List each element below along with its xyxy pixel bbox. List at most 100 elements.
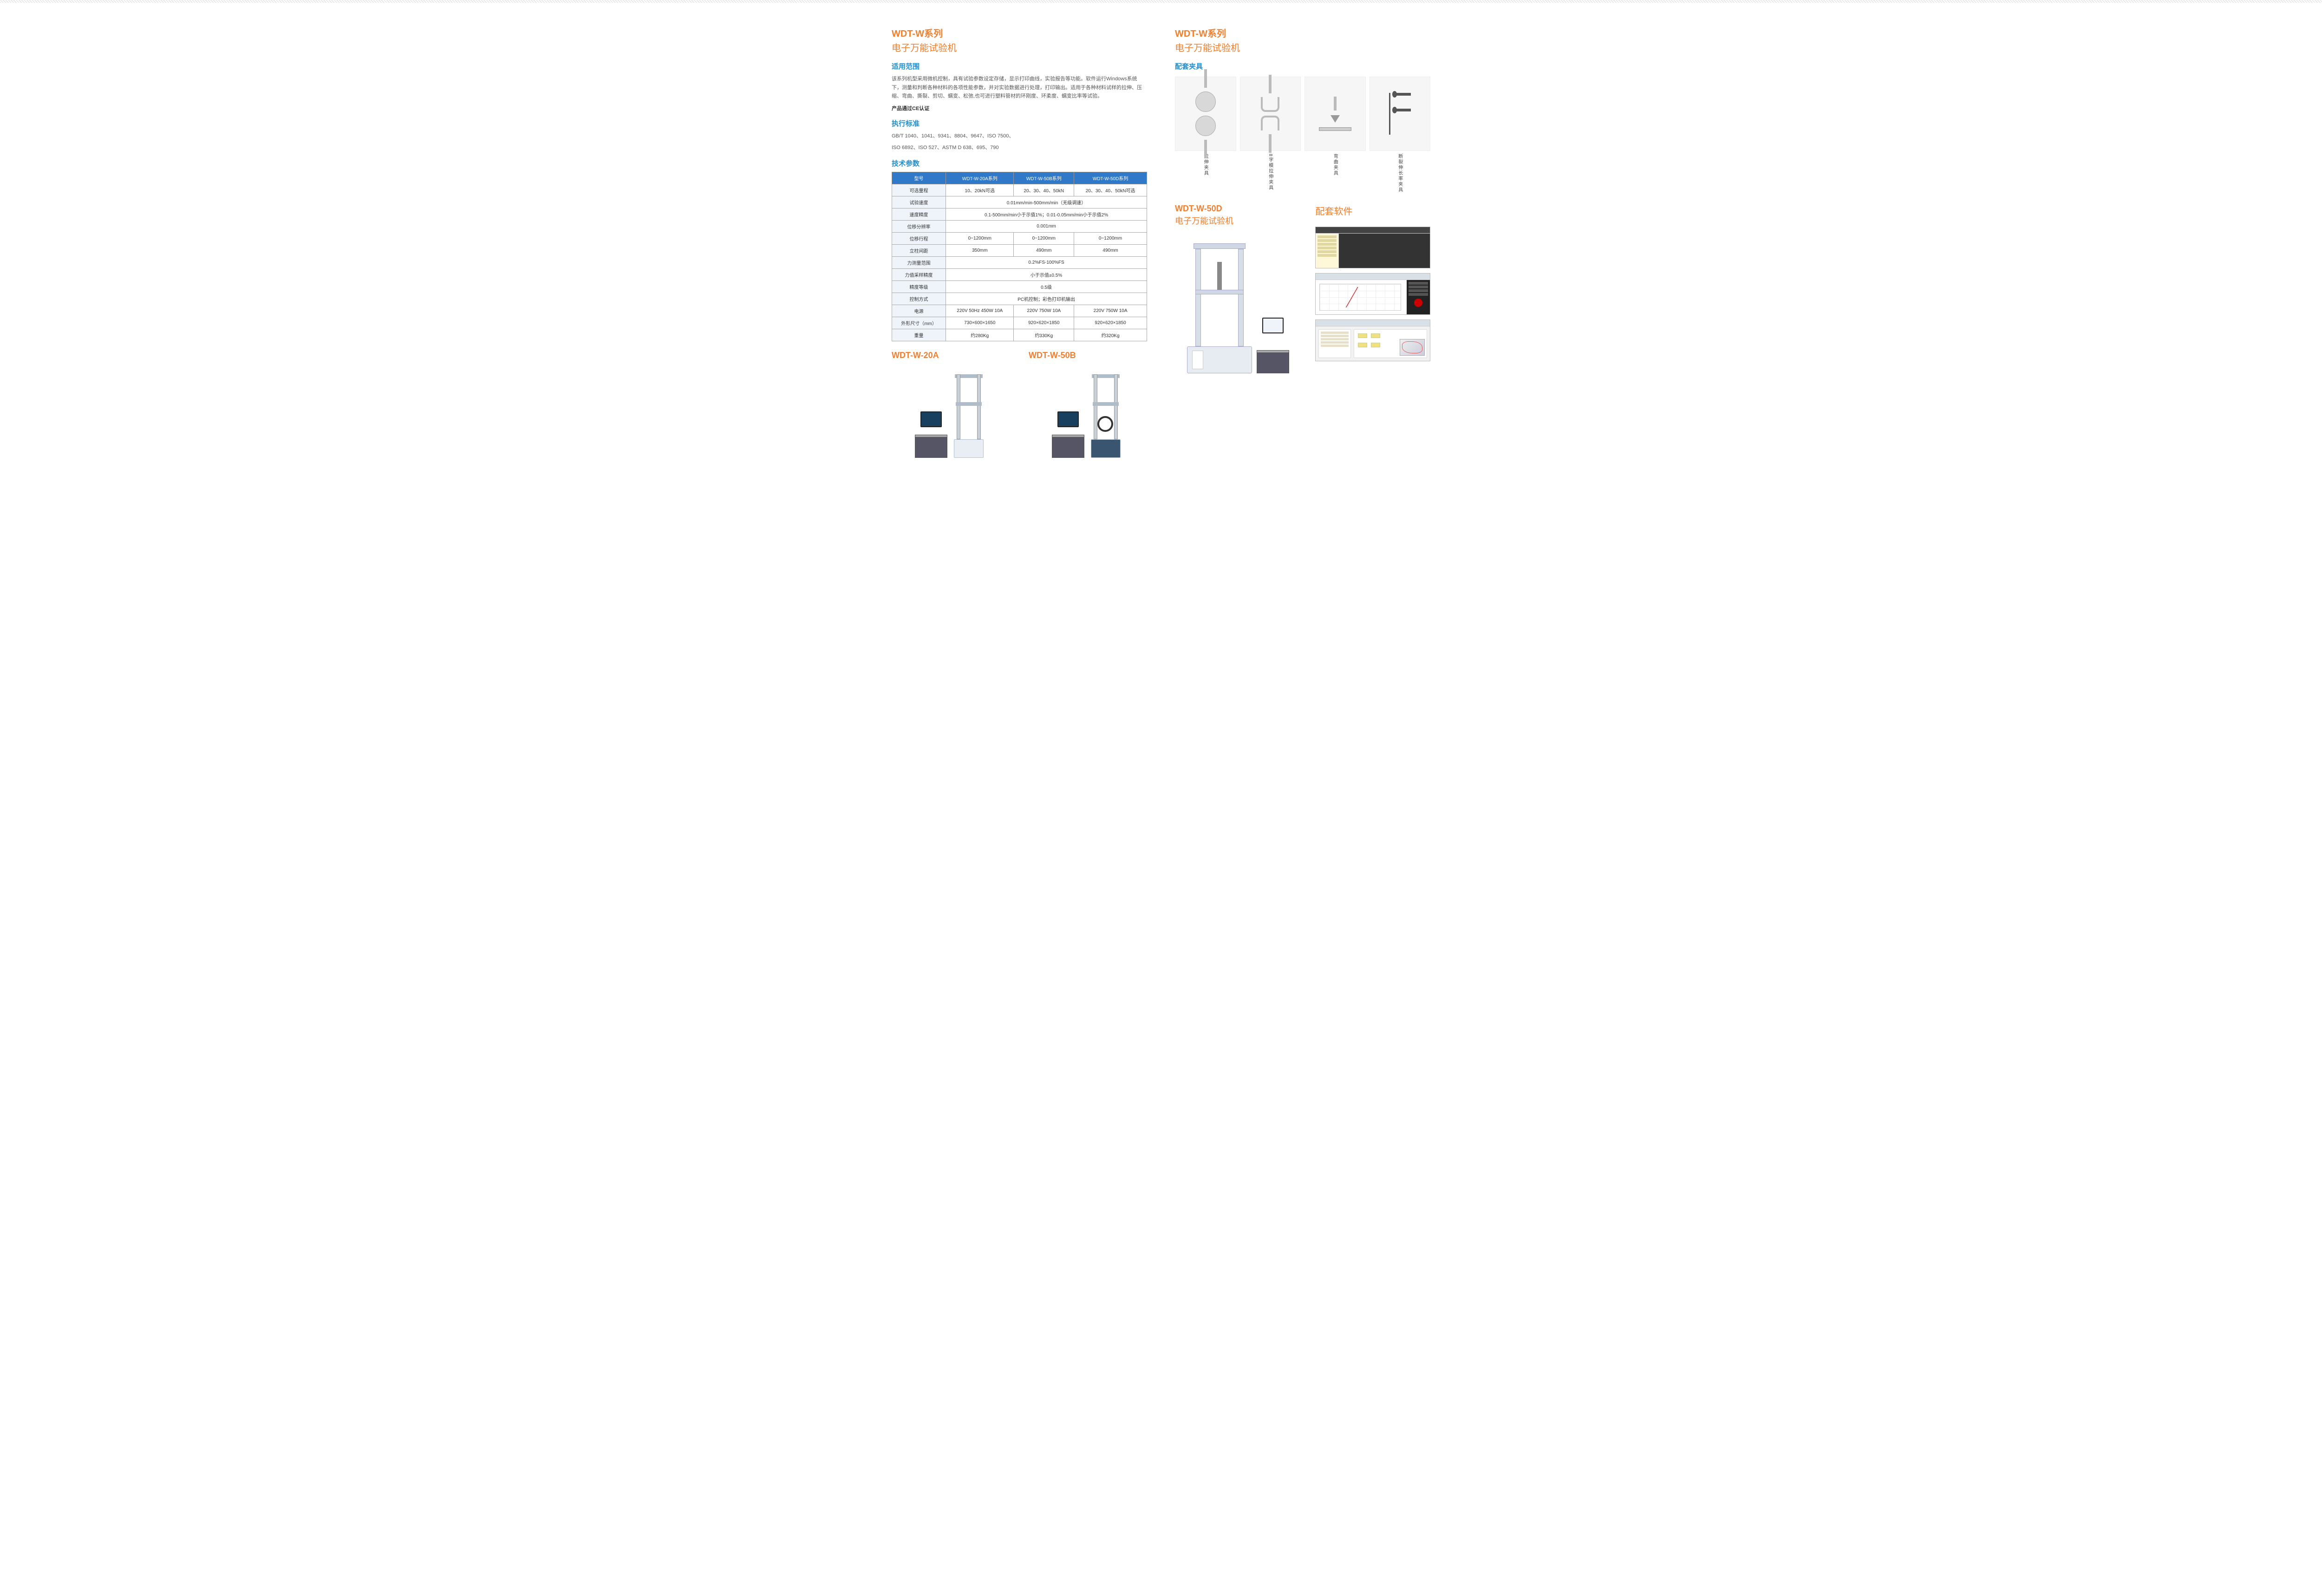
table-row: 立柱间距350mm490mm490mm xyxy=(892,245,1147,257)
table-row: 重量约280Kg约330Kg约320Kg xyxy=(892,329,1147,341)
computer-icon xyxy=(915,411,947,458)
software-block: 配套软件 xyxy=(1315,204,1430,373)
series-title-r: WDT-W系列 xyxy=(1175,26,1430,39)
row-cell: PC机控制；彩色打印机输出 xyxy=(946,293,1147,305)
fixture-extensometer-icon xyxy=(1370,77,1431,151)
product-20a: WDT-W-20A xyxy=(892,351,1010,458)
th-50d: WDT-W-50D系列 xyxy=(1074,172,1147,184)
desk-icon xyxy=(1257,350,1289,373)
fixture-row: 拉伸夹具 8字模拉伸夹具 xyxy=(1175,77,1430,193)
right-page: WDT-W系列 电子万能试验机 配套夹具 拉伸夹具 xyxy=(1175,26,1430,458)
series-prefix-r: WDT-W xyxy=(1175,29,1207,39)
product-50d-block: WDT-W-50D 电子万能试验机 xyxy=(1175,204,1301,373)
product-50b-name: WDT-W-50B xyxy=(1029,351,1147,360)
row-cell: 小于示值±0.5% xyxy=(946,269,1147,281)
table-row: 位移分辨率0.001mm xyxy=(892,221,1147,233)
row-label: 外形尺寸（mm） xyxy=(892,317,946,329)
row-cell: 490mm xyxy=(1074,245,1147,257)
fixture-extensometer: 断裂伸长率夹具 xyxy=(1370,77,1431,193)
table-row: 力测量范围0.2%FS-100%FS xyxy=(892,257,1147,269)
row-cell: 0.1-500mm/min小于示值1%；0.01-0.05mm/min小于示值2… xyxy=(946,208,1147,221)
row-label: 电源 xyxy=(892,305,946,317)
row-label: 速度精度 xyxy=(892,208,946,221)
row-cell: 0.5级 xyxy=(946,281,1147,293)
product-50d-sub: 电子万能试验机 xyxy=(1175,215,1301,227)
stress-strain-plot-icon xyxy=(1400,339,1425,356)
table-row: 控制方式PC机控制；彩色打印机输出 xyxy=(892,293,1147,305)
desk-icon xyxy=(915,435,947,458)
row-label: 位移分辨率 xyxy=(892,221,946,233)
row-cell: 20、30、40、50kN可选 xyxy=(1074,184,1147,196)
fixture-bend-label: 弯曲夹具 xyxy=(1331,154,1338,176)
fixture-tensile-icon xyxy=(1175,77,1236,151)
series-title: WDT-W系列 xyxy=(892,26,1147,39)
table-row: 外形尺寸（mm）730×600×1650920×620×1850920×620×… xyxy=(892,317,1147,329)
row-label: 可选量程 xyxy=(892,184,946,196)
desk-icon xyxy=(1052,435,1084,458)
product-50b-image xyxy=(1029,365,1147,458)
table-row: 电源220V 50Hz 450W 10A220V 750W 10A220V 75… xyxy=(892,305,1147,317)
record-button-icon xyxy=(1414,299,1422,307)
row-cell: 0.01mm/min-500mm/min（无级调速） xyxy=(946,196,1147,208)
row-cell: 920×620×1850 xyxy=(1014,317,1074,329)
row-label: 重量 xyxy=(892,329,946,341)
row-cell: 约280Kg xyxy=(946,329,1014,341)
spec-table-body: 可选量程10、20kN可选20、30、40、50kN20、30、40、50kN可… xyxy=(892,184,1147,341)
product-20a-name: WDT-W-20A xyxy=(892,351,1010,360)
row-cell: 220V 750W 10A xyxy=(1014,305,1074,317)
software-screenshot-1 xyxy=(1315,227,1430,268)
standards-head: 执行标准 xyxy=(892,118,1147,128)
th-20a: WDT-W-20A系列 xyxy=(946,172,1014,184)
row-label: 力测量范围 xyxy=(892,257,946,269)
fixture-extensometer-label: 断裂伸长率夹具 xyxy=(1396,154,1403,193)
row-label: 控制方式 xyxy=(892,293,946,305)
software-screenshot-2 xyxy=(1315,273,1430,315)
series-suffix-r: 系列 xyxy=(1207,29,1226,39)
fixture-tensile: 拉伸夹具 xyxy=(1175,77,1236,193)
series-subtitle: 电子万能试验机 xyxy=(892,40,1147,54)
row-label: 精度等级 xyxy=(892,281,946,293)
table-row: 力值采样精度小于示值±0.5% xyxy=(892,269,1147,281)
machine-50b-icon xyxy=(1087,374,1124,458)
computer-icon xyxy=(1257,318,1289,373)
software-head: 配套软件 xyxy=(1315,204,1430,217)
ce-text: 产品通过CE认证 xyxy=(892,104,1147,112)
row-cell: 490mm xyxy=(1014,245,1074,257)
fixture-bend: 弯曲夹具 xyxy=(1304,77,1366,193)
row-cell: 0~1200mm xyxy=(946,233,1014,245)
row-cell: 220V 50Hz 450W 10A xyxy=(946,305,1014,317)
table-row: 速度精度0.1-500mm/min小于示值1%；0.01-0.05mm/min小… xyxy=(892,208,1147,221)
standards-body-2: ISO 6892、ISO 527、ASTM D 638、695、790 xyxy=(892,143,1147,152)
product-50d-name: WDT-W-50D xyxy=(1175,204,1301,214)
standards-body-1: GB/T 1040、1041、9341、8804、9647、ISO 7500、 xyxy=(892,132,1147,141)
spec-table: 型号 WDT-W-20A系列 WDT-W-50B系列 WDT-W-50D系列 可… xyxy=(892,172,1147,341)
fixture-8shape: 8字模拉伸夹具 xyxy=(1240,77,1301,193)
row-cell: 0~1200mm xyxy=(1014,233,1074,245)
row-cell: 0.001mm xyxy=(946,221,1147,233)
product-row: WDT-W-20A WDT-W-50B xyxy=(892,351,1147,458)
series-prefix: WDT-W xyxy=(892,29,924,39)
row-cell: 约330Kg xyxy=(1014,329,1074,341)
product-20a-image xyxy=(892,365,1010,458)
row-label: 试验速度 xyxy=(892,196,946,208)
ring-fixture-icon xyxy=(1097,416,1113,432)
row-cell: 920×620×1850 xyxy=(1074,317,1147,329)
software-screenshot-3 xyxy=(1315,319,1430,361)
series-subtitle-r: 电子万能试验机 xyxy=(1175,40,1430,54)
row-cell: 730×600×1650 xyxy=(946,317,1014,329)
machine-20a-icon xyxy=(950,374,987,458)
row-cell: 约320Kg xyxy=(1074,329,1147,341)
right-lower: WDT-W-50D 电子万能试验机 xyxy=(1175,204,1430,373)
spec-table-head: 型号 WDT-W-20A系列 WDT-W-50B系列 WDT-W-50D系列 xyxy=(892,172,1147,184)
fixture-bend-icon xyxy=(1304,77,1366,151)
spec-head: 技术参数 xyxy=(892,158,1147,168)
computer-icon xyxy=(1052,411,1084,458)
monitor-icon xyxy=(1262,318,1284,333)
spread: WDT-W系列 电子万能试验机 适用范围 该系列机型采用微机控制，具有试验参数设… xyxy=(873,17,1449,476)
product-50d-image xyxy=(1175,234,1301,373)
row-label: 位移行程 xyxy=(892,233,946,245)
row-cell: 10、20kN可选 xyxy=(946,184,1014,196)
table-row: 可选量程10、20kN可选20、30、40、50kN20、30、40、50kN可… xyxy=(892,184,1147,196)
table-row: 位移行程0~1200mm0~1200mm0~1200mm xyxy=(892,233,1147,245)
monitor-icon xyxy=(920,411,942,427)
